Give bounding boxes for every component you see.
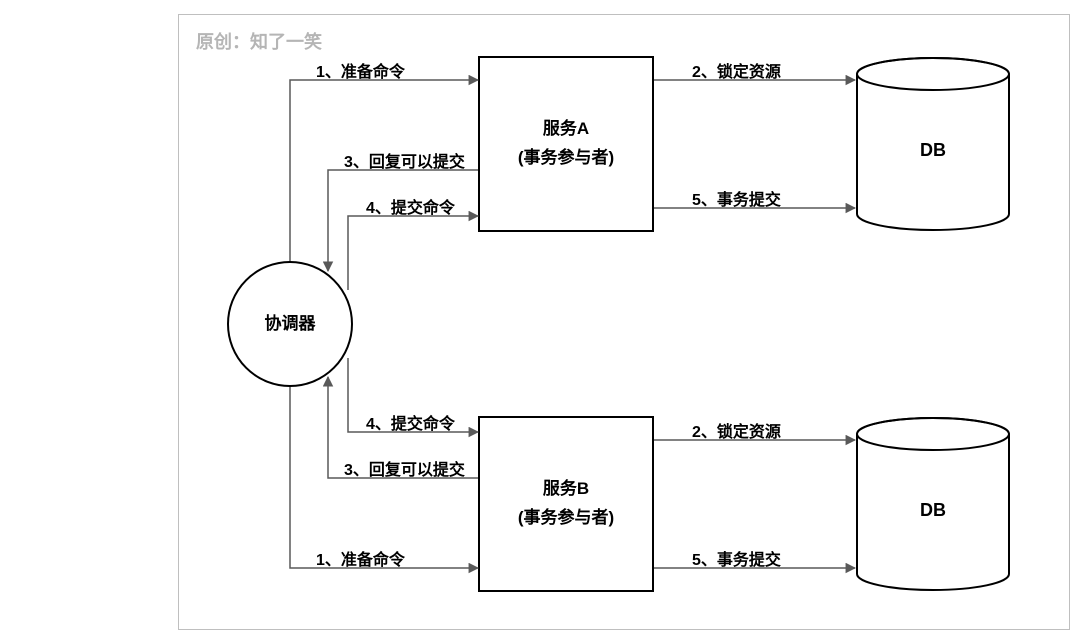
watermark-text: 原创：知了一笑 [196,28,322,54]
edge-label-e4b: 4、提交命令 [366,410,455,434]
edge-label-e2a: 2、锁定资源 [692,58,781,82]
edge-label-e5b: 5、事务提交 [692,546,781,570]
diagram-canvas: 原创：知了一笑 协调器 服务A (事务参与者) 服务B (事务参与者) DB D… [0,0,1080,641]
node-service-a-sub: (事务参与者) [518,144,614,173]
node-service-a-title: 服务A [543,115,589,144]
edge-label-e3b: 3、回复可以提交 [344,456,465,480]
node-service-b-sub: (事务参与者) [518,504,614,533]
edge-label-e1b: 1、准备命令 [316,546,405,570]
node-coordinator-label: 协调器 [265,310,316,339]
edge-label-e5a: 5、事务提交 [692,186,781,210]
node-db-b-label: DB [855,500,1011,521]
node-db-a-label: DB [855,140,1011,161]
edge-label-e4a: 4、提交命令 [366,194,455,218]
node-service-b: 服务B (事务参与者) [478,416,654,592]
node-db-a: DB [855,56,1011,232]
node-service-b-title: 服务B [543,475,589,504]
node-service-a: 服务A (事务参与者) [478,56,654,232]
edge-label-e2b: 2、锁定资源 [692,418,781,442]
edge-label-e1a: 1、准备命令 [316,58,405,82]
edge-label-e3a: 3、回复可以提交 [344,148,465,172]
node-db-b: DB [855,416,1011,592]
node-coordinator: 协调器 [227,261,353,387]
